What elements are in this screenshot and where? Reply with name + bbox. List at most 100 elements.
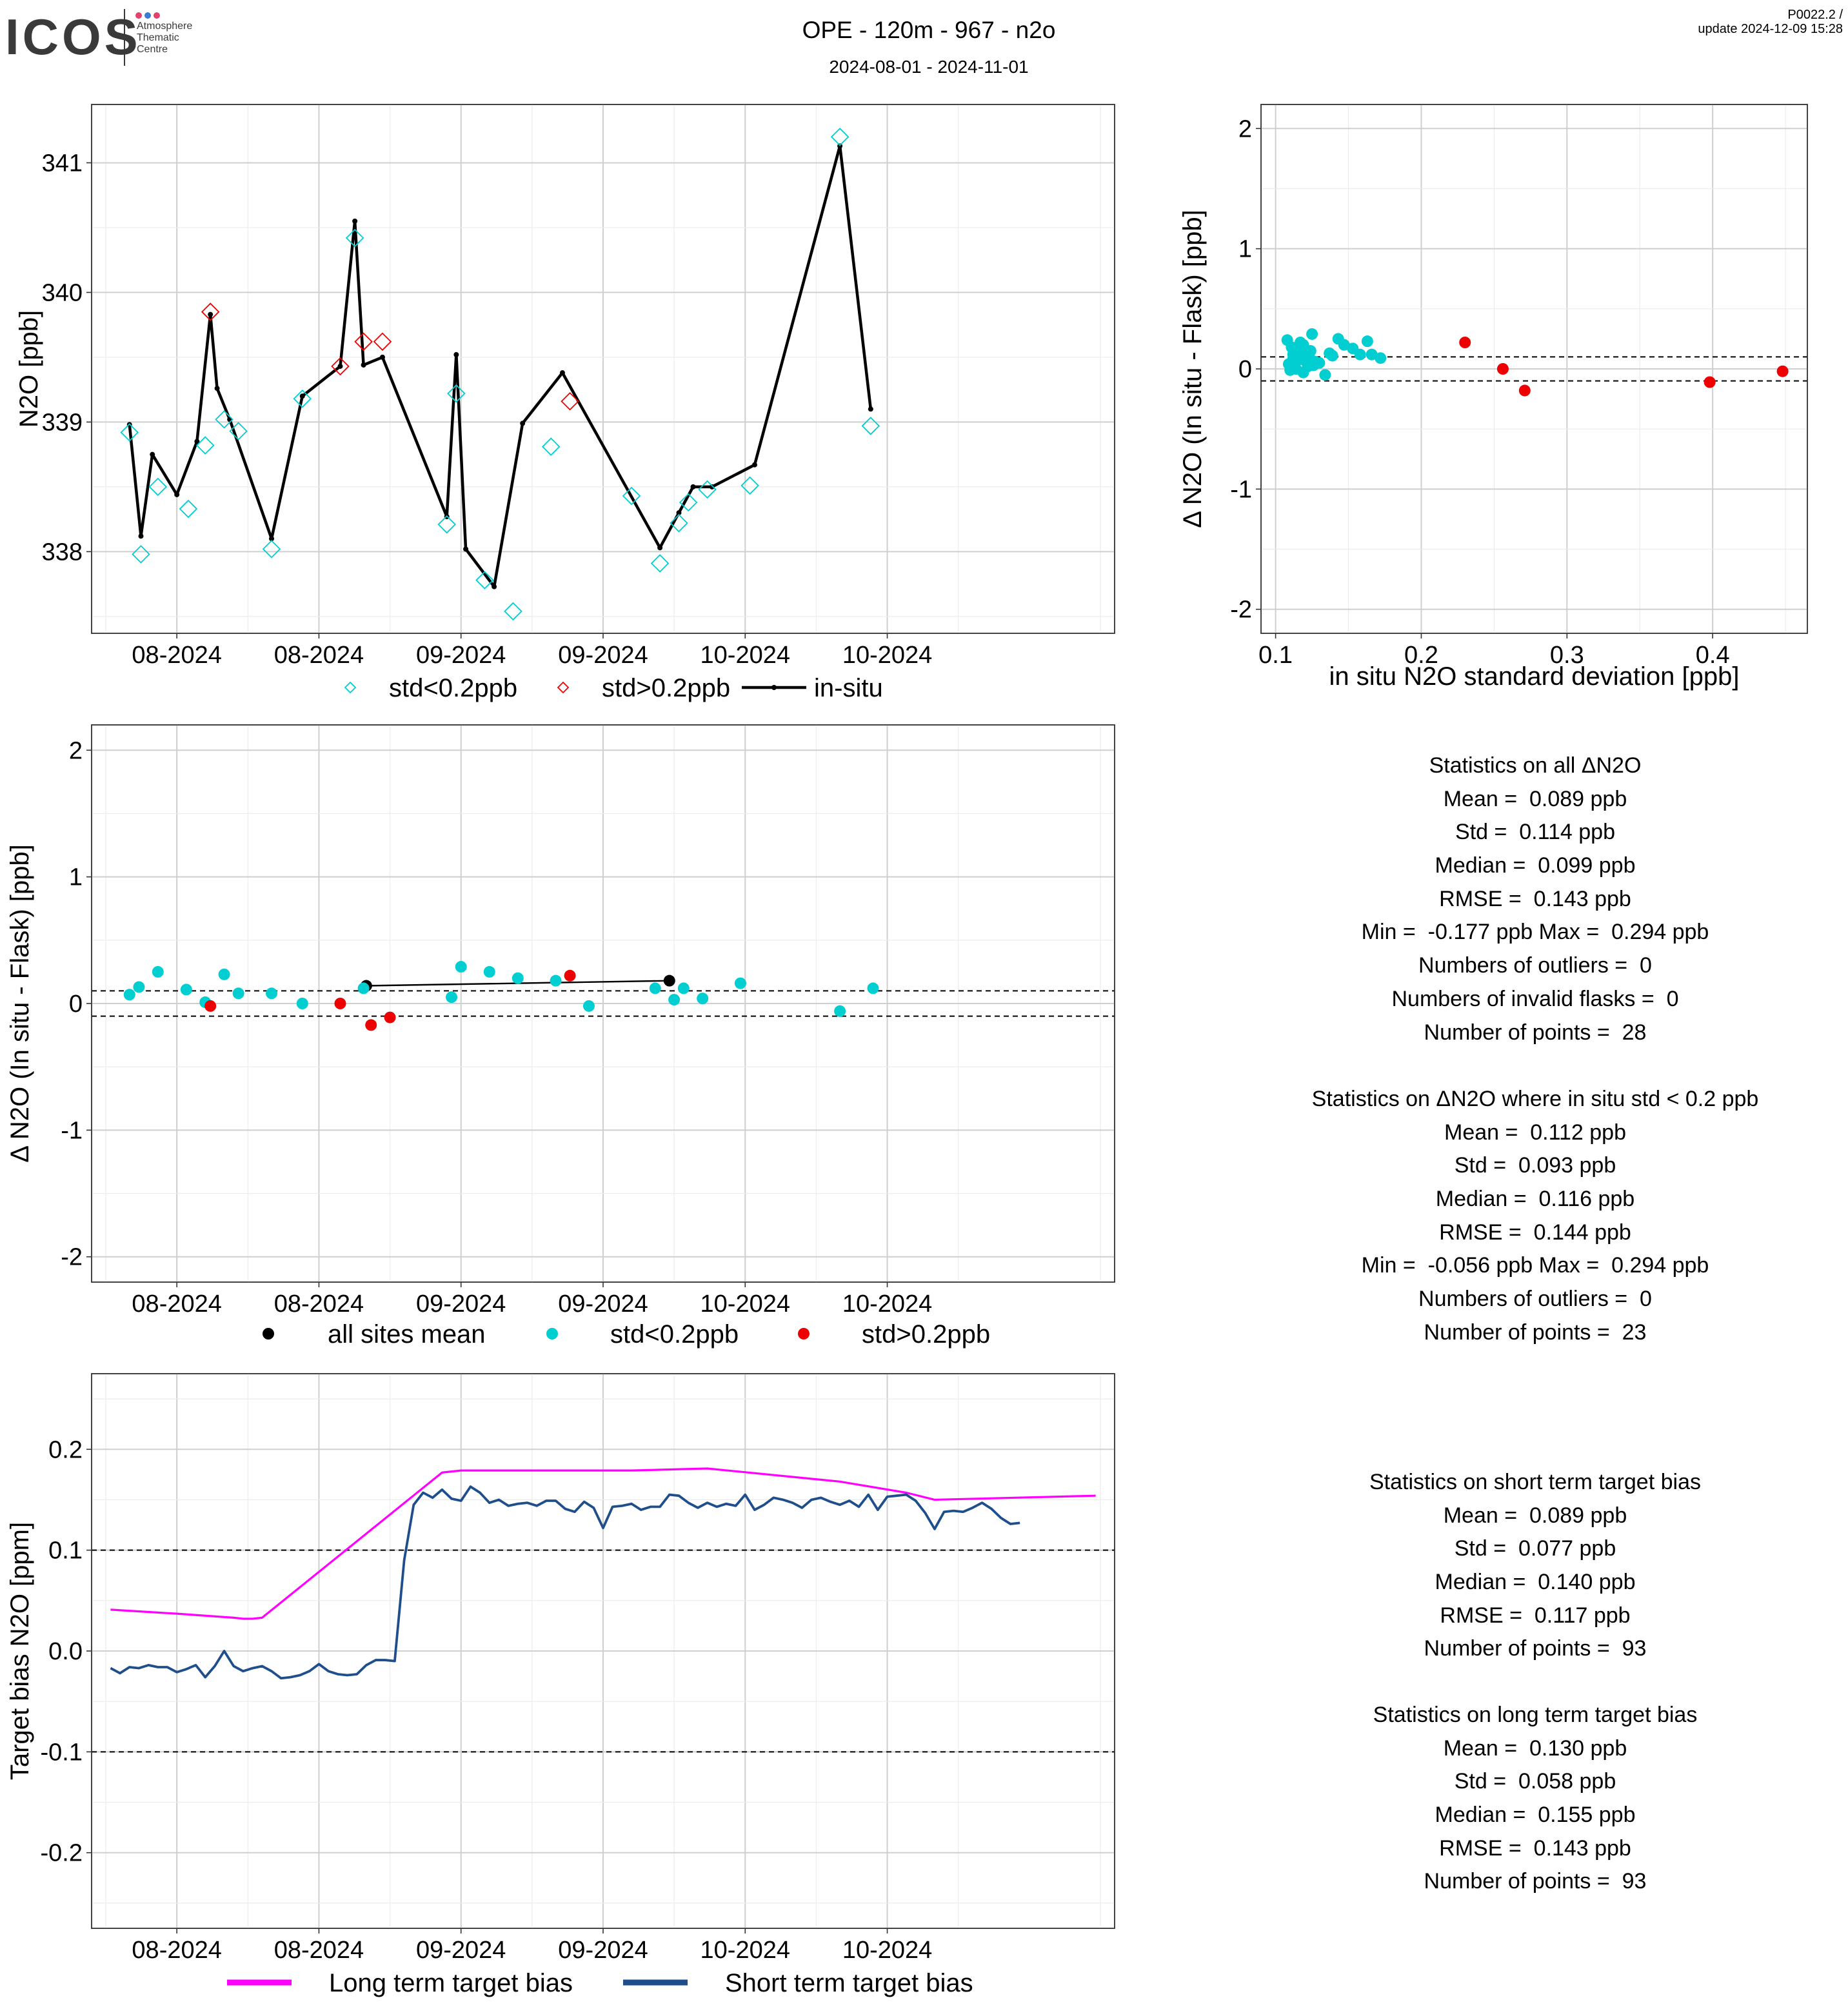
- delta-ok-point: [218, 968, 230, 980]
- delta-ok-point: [296, 998, 308, 1009]
- legend-label: all sites mean: [328, 1320, 486, 1349]
- bias-y-tick-label: 0.2: [48, 1436, 83, 1463]
- delta-x-tick-label: 10-2024: [700, 1290, 790, 1318]
- delta-x-tick-label: 09-2024: [558, 1290, 648, 1318]
- delta-y-axis-label: Δ N2O (In situ - Flask) [ppb]: [6, 844, 34, 1163]
- bias-x-tick-label: 08-2024: [132, 1937, 221, 1964]
- bias-x-tick-label: 09-2024: [416, 1937, 506, 1964]
- stats-short-panel: Statistics on short term target bias Mea…: [1213, 1466, 1848, 1666]
- stats-line: Mean = 0.130 ppb: [1443, 1735, 1627, 1761]
- insitu-point: [269, 536, 275, 542]
- flask-ok-marker: [293, 389, 312, 408]
- delta-ok-point: [697, 993, 709, 1005]
- stats-all-panel: Statistics on all ΔN2O Mean = 0.089 ppb …: [1213, 749, 1848, 1049]
- flask-ok-marker: [679, 493, 698, 512]
- insitu-point: [352, 218, 358, 224]
- delta-bad-point: [564, 969, 576, 982]
- delta-ok-point: [266, 987, 278, 1000]
- delta-ok-point: [446, 991, 458, 1004]
- flask-bad-marker: [201, 302, 220, 321]
- insitu-point: [868, 406, 873, 412]
- flask-ok-marker: [670, 513, 688, 533]
- stats-line: Number of points = 93: [1424, 1869, 1647, 1894]
- timeseries-x-tick-label: 08-2024: [274, 642, 364, 669]
- bias-y-axis-label: Target bias N2O [ppm]: [6, 1522, 34, 1780]
- insitu-point: [657, 545, 663, 551]
- stats-line: Std = 0.114 ppb: [1455, 820, 1615, 845]
- flask-ok-marker: [650, 554, 670, 573]
- delta-x-tick-label: 09-2024: [416, 1290, 506, 1318]
- scatter-ok-point: [1319, 369, 1331, 381]
- stats-line: Mean = 0.089 ppb: [1443, 1503, 1627, 1528]
- timeseries-y-axis-label: N2O [ppb]: [15, 310, 43, 428]
- legend-label: in-situ: [814, 674, 883, 702]
- delta-bad-point: [384, 1011, 396, 1023]
- stats-line: Std = 0.093 ppb: [1454, 1153, 1616, 1178]
- scatter-x-tick-label: 0.3: [1550, 642, 1584, 669]
- insitu-point: [690, 484, 696, 489]
- delta-x-tick-label: 10-2024: [842, 1290, 932, 1318]
- scatter-y-tick-label: 2: [1238, 115, 1252, 143]
- stats-line: RMSE = 0.144 ppb: [1439, 1220, 1631, 1245]
- delta-border: [91, 724, 1115, 1283]
- delta-ok-point: [483, 965, 495, 978]
- delta-ok-point: [649, 982, 661, 994]
- stats-line: Std = 0.058 ppb: [1454, 1769, 1616, 1794]
- flask-ok-marker: [262, 540, 281, 559]
- delta-ok-point: [668, 994, 681, 1006]
- delta-y-tick-label: 1: [69, 864, 83, 891]
- legend-label: std>0.2ppb: [862, 1320, 990, 1349]
- delta-y-tick-label: 2: [69, 737, 83, 764]
- logo-dots-icon: [135, 10, 163, 22]
- stats-line: Std = 0.077 ppb: [1454, 1536, 1616, 1561]
- page-title: OPE - 120m - 967 - n2o: [802, 17, 1056, 43]
- stats-line: Mean = 0.112 ppb: [1444, 1120, 1626, 1145]
- delta-bad-point: [365, 1019, 377, 1031]
- scatter-bad-point: [1704, 376, 1716, 388]
- insitu-point: [492, 584, 497, 589]
- timeseries-border: [91, 104, 1115, 634]
- flask-ok-marker: [132, 545, 150, 564]
- stats-line: Median = 0.116 ppb: [1435, 1187, 1635, 1212]
- update-line: update 2024-12-09 15:28: [1698, 22, 1843, 36]
- insitu-point: [453, 351, 459, 357]
- legend-label: std<0.2ppb: [610, 1320, 739, 1349]
- delta-x-tick-label: 08-2024: [274, 1290, 364, 1318]
- logo-subtitle: Atmosphere Thematic Centre: [137, 21, 192, 55]
- stats-title: Statistics on all ΔN2O: [1429, 753, 1642, 778]
- stats-line: Number of points = 23: [1424, 1320, 1647, 1345]
- scatter-ok-point: [1306, 328, 1318, 340]
- scatter-ok-point: [1326, 350, 1338, 362]
- stats-line: RMSE = 0.143 ppb: [1439, 886, 1631, 911]
- insitu-point: [520, 420, 526, 426]
- version-line: P0022.2 /: [1787, 8, 1843, 22]
- scatter-x-tick-label: 0.2: [1404, 642, 1438, 669]
- flask-bad-marker: [561, 391, 579, 411]
- logo-sub-line: Centre: [137, 44, 168, 55]
- flask-ok-marker: [861, 417, 880, 435]
- scatter-bad-point: [1496, 363, 1509, 375]
- bias-y-tick-label: 0.1: [48, 1537, 83, 1565]
- legend-flask-bad-marker: [557, 681, 570, 694]
- timeseries-y-tick-label: 339: [42, 409, 83, 436]
- flask-ok-marker: [698, 480, 717, 499]
- stats-long-panel: Statistics on long term target bias Mean…: [1213, 1699, 1848, 1899]
- timeseries-x-tick-label: 09-2024: [558, 642, 648, 669]
- scatter-bad-point: [1459, 337, 1471, 348]
- flask-ok-marker: [229, 422, 248, 440]
- flask-ok-marker: [148, 477, 168, 497]
- bias-x-tick-label: 10-2024: [700, 1937, 790, 1964]
- scatter-ok-point: [1361, 335, 1373, 348]
- stats-title: Statistics on ΔN2O where in situ std < 0…: [1311, 1087, 1759, 1111]
- stats-line: Min = -0.177 ppb Max = 0.294 ppb: [1361, 920, 1709, 945]
- delta-ok-point: [180, 984, 192, 996]
- flask-ok-marker: [437, 515, 456, 534]
- delta-ok-point: [582, 1000, 595, 1012]
- delta-ok-point: [455, 961, 467, 973]
- scatter-y-tick-label: 1: [1238, 236, 1252, 263]
- flask-bad-marker: [373, 332, 392, 351]
- legend-bad-marker: [798, 1328, 810, 1340]
- delta-y-tick-label: 0: [69, 991, 83, 1018]
- flask-bad-marker: [331, 357, 350, 376]
